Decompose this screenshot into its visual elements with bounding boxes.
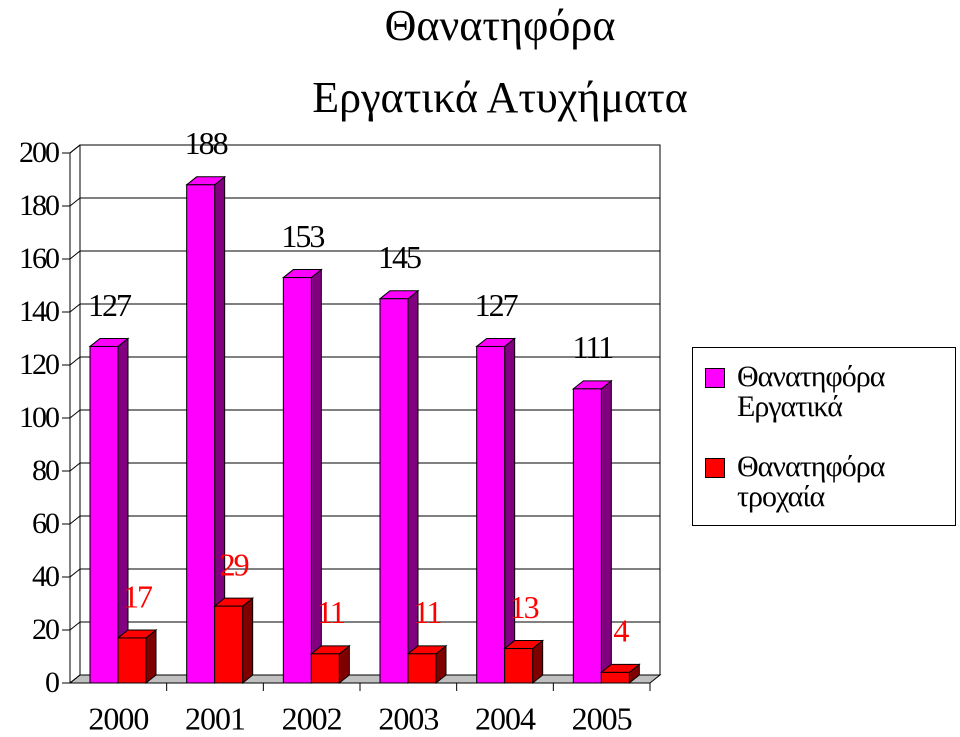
x-tick-label: 2003	[378, 700, 438, 736]
grid-line	[69, 674, 660, 684]
data-label: 127	[475, 287, 519, 323]
data-label: 17	[123, 578, 153, 614]
y-tick-label: 120	[19, 348, 59, 381]
x-tick-label: 2001	[185, 700, 245, 736]
data-label: 111	[573, 329, 614, 365]
grid-line	[69, 197, 660, 207]
bar-side	[504, 337, 516, 685]
grid-line	[69, 409, 660, 419]
data-label: 29	[220, 546, 249, 582]
grid-line	[69, 462, 660, 472]
legend: Θανατηφόρα Εργατικά Θανατηφόρα τροχαία	[692, 347, 956, 526]
y-tick-label: 160	[19, 242, 59, 275]
floor	[68, 674, 662, 684]
legend-swatch	[705, 368, 725, 388]
grid-line	[69, 621, 660, 631]
y-tick-label: 0	[45, 666, 59, 699]
legend-swatch	[705, 458, 725, 478]
legend-label: Θανατηφόρα τροχαία	[737, 450, 885, 513]
bar-side	[600, 379, 612, 685]
legend-label: Θανατηφόρα Εργατικά	[737, 360, 885, 423]
bar	[214, 605, 244, 684]
bar	[89, 345, 119, 684]
bar	[476, 345, 506, 684]
y-tick-label: 100	[19, 401, 59, 434]
y-tick-label: 40	[32, 560, 59, 593]
grid-line	[69, 356, 660, 366]
chart-title: Θανατηφόρα	[385, 1, 616, 50]
y-tick-label: 140	[19, 295, 59, 328]
data-label: 11	[414, 594, 442, 630]
grid-line	[69, 144, 660, 154]
grid-line	[69, 568, 660, 578]
bar-side	[145, 628, 157, 685]
bar-side	[242, 597, 254, 685]
legend-entry: Θανατηφόρα Εργατικά	[705, 360, 955, 423]
bar	[572, 388, 602, 684]
y-tick-label: 180	[19, 189, 59, 222]
bar	[117, 637, 147, 684]
data-label: 188	[185, 125, 228, 161]
x-tick-label: 2004	[475, 700, 536, 736]
bar	[504, 648, 534, 684]
legend-entry: Θανατηφόρα τροχαία	[705, 450, 955, 513]
data-label: 153	[281, 218, 324, 254]
grid-line	[69, 250, 660, 260]
data-label: 127	[88, 287, 132, 323]
x-tick-label: 2000	[88, 700, 148, 736]
data-label: 4	[613, 613, 629, 649]
x-tick-label: 2002	[282, 700, 342, 736]
bar	[379, 298, 409, 684]
bar	[186, 184, 216, 684]
data-label: 145	[378, 239, 421, 275]
y-tick-label: 200	[19, 136, 59, 169]
chart-title: Εργατικά Ατυχήματα	[312, 73, 687, 122]
data-label: 11	[317, 594, 345, 630]
y-tick-label: 20	[32, 613, 59, 646]
x-tick-label: 2005	[572, 700, 632, 736]
data-label: 13	[510, 589, 539, 625]
y-tick-label: 80	[32, 454, 59, 487]
bar	[600, 671, 630, 684]
grid-line	[69, 303, 660, 313]
bar	[310, 653, 340, 684]
y-tick-label: 60	[32, 507, 59, 540]
bar	[407, 653, 437, 684]
grid-line	[69, 515, 660, 525]
bar	[282, 277, 312, 684]
